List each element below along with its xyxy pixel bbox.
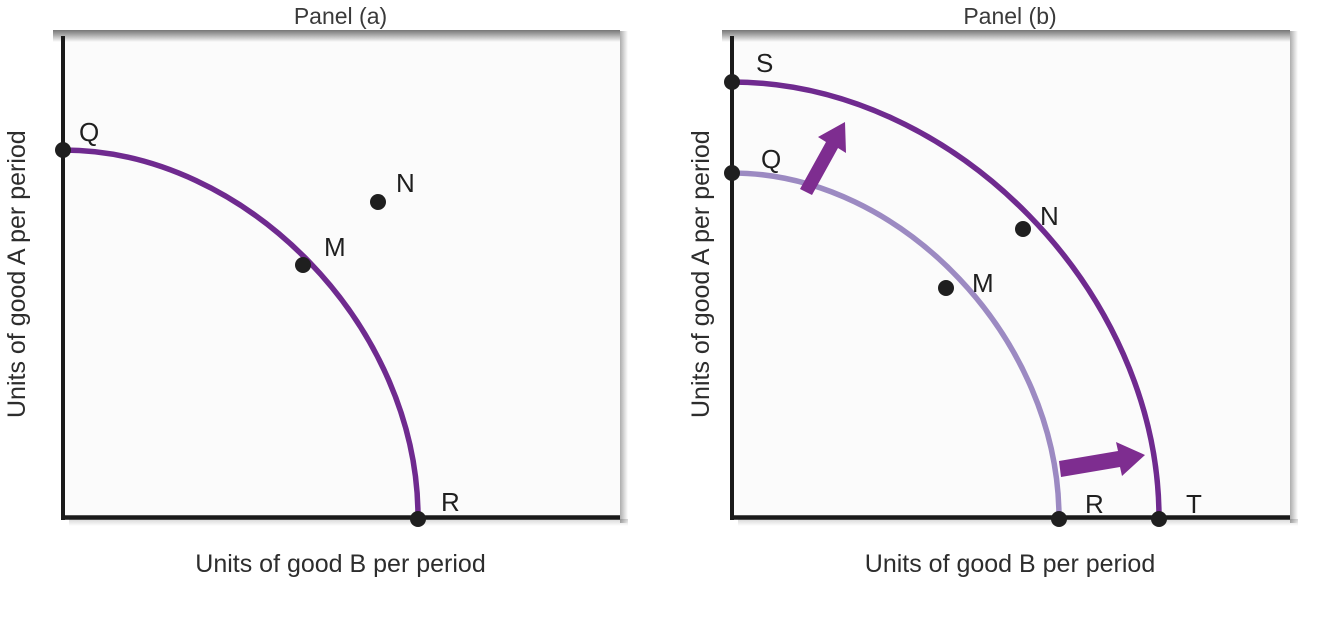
panel-b-point-M-label: M xyxy=(972,268,994,298)
panel-a-point-Q-dot xyxy=(55,142,71,158)
panel-b-point-S-dot xyxy=(724,74,740,90)
panel-a-point-M-dot xyxy=(295,257,311,273)
panel-b-top-shadow xyxy=(722,30,1290,42)
panel-a-plot-area xyxy=(53,30,628,526)
panel-b-point-R-label: R xyxy=(1085,489,1104,519)
panel-a-point-N-dot xyxy=(370,194,386,210)
panel-a-title: Panel (a) xyxy=(293,3,388,29)
panel-b-point-Q-label: Q xyxy=(761,144,781,174)
panel-b-graph: S Q N M R T xyxy=(724,36,1290,527)
panel-b-shifted-curve xyxy=(729,79,1162,521)
panel-b-x-axis-label: Units of good B per period xyxy=(864,550,1156,578)
panel-b-point-S-label: S xyxy=(756,48,773,78)
panel-b-bottom-shadow xyxy=(738,519,1298,526)
panel-a-point-R-label: R xyxy=(441,487,460,517)
panel-a-graph: Q M N R xyxy=(55,36,620,527)
panel-b-plot-area xyxy=(722,30,1298,526)
panel-a-point-Q-label: Q xyxy=(79,117,99,147)
panel-a-point-M-label: M xyxy=(324,232,346,262)
panel-b-point-T-label: T xyxy=(1186,489,1202,519)
panel-a-point-R-dot xyxy=(410,511,426,527)
panel-a-right-shadow xyxy=(620,31,628,523)
panel-b-point-N-dot xyxy=(1015,221,1031,237)
panel-a-point-N-label: N xyxy=(396,168,415,198)
panel-b-original-curve xyxy=(729,170,1062,521)
panel-b-point-R-dot xyxy=(1051,511,1067,527)
panel-b-right-shadow xyxy=(1290,31,1298,523)
panel-a-ppf-curve xyxy=(60,147,421,520)
panel-b-shift-arrow-right xyxy=(1059,442,1145,477)
panel-b-point-M-dot xyxy=(938,280,954,296)
panel-a-bottom-shadow xyxy=(69,519,628,526)
panel-a-top-shadow xyxy=(53,30,620,42)
panel-a-x-axis-label: Units of good B per period xyxy=(195,550,486,578)
panel-b-shift-arrow-up xyxy=(800,122,846,195)
panel-b-point-Q-dot xyxy=(724,165,740,181)
panel-b-point-N-label: N xyxy=(1040,201,1059,231)
panel-b-point-T-dot xyxy=(1151,511,1167,527)
panel-b-title: Panel (b) xyxy=(963,3,1057,29)
